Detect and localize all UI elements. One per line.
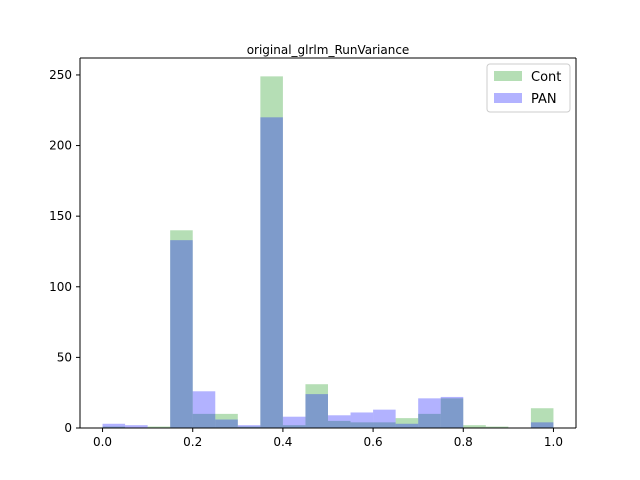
legend-label-pan: PAN xyxy=(531,92,557,107)
bar-pan-14 xyxy=(418,398,441,428)
bar-cont-11 xyxy=(350,422,374,428)
bar-cont-12 xyxy=(373,422,396,428)
legend-label-cont: Cont xyxy=(531,70,561,85)
y-tick-label: 150 xyxy=(49,209,72,223)
y-tick-label: 250 xyxy=(49,68,72,82)
bar-cont-13 xyxy=(395,418,419,428)
legend-swatch-cont xyxy=(494,71,522,81)
bar-cont-0 xyxy=(102,426,126,428)
x-tick-label: 0.4 xyxy=(273,435,292,449)
bar-cont-4 xyxy=(192,413,216,428)
bar-pan-1 xyxy=(125,425,148,428)
bar-cont-6 xyxy=(237,426,261,428)
bar-pan-3 xyxy=(170,240,193,428)
y-tick-label: 200 xyxy=(49,139,72,153)
x-tick-label: 0.8 xyxy=(454,435,473,449)
y-tick-label: 100 xyxy=(49,280,72,294)
bar-pan-11 xyxy=(350,412,374,428)
bar-pan-0 xyxy=(102,423,126,428)
bar-pan-5 xyxy=(215,419,238,428)
bar-cont-19 xyxy=(530,408,554,428)
bar-cont-2 xyxy=(147,426,171,428)
bar-pan-13 xyxy=(395,423,419,428)
x-tick-label: 0.6 xyxy=(364,435,383,449)
axes-group xyxy=(79,57,577,429)
bar-pan-19 xyxy=(530,422,554,428)
x-axis-ticks: 0.0 0.2 0.4 0.6 0.8 1.0 xyxy=(93,428,563,449)
bar-pan-9 xyxy=(305,394,328,428)
bar-pan-4 xyxy=(192,391,216,428)
bar-cont-8 xyxy=(282,425,306,428)
bar-cont-15 xyxy=(440,398,464,428)
bar-pan-12 xyxy=(373,409,396,428)
bar-cont-17 xyxy=(485,426,509,428)
bar-pan-8 xyxy=(282,416,306,428)
chart-title: original_glrlm_RunVariance xyxy=(247,43,410,57)
y-tick-label: 50 xyxy=(57,350,72,364)
x-tick-label: 0.0 xyxy=(93,435,112,449)
bar-cont-9 xyxy=(305,384,328,428)
bar-cont-14 xyxy=(418,413,441,428)
bar-pan-15 xyxy=(440,396,464,428)
bar-pan-10 xyxy=(328,415,351,428)
bar-pan-7 xyxy=(260,117,283,428)
bar-pan-6 xyxy=(237,425,261,428)
legend-swatch-pan xyxy=(494,93,522,103)
x-tick-label: 0.2 xyxy=(183,435,202,449)
legend: Cont PAN xyxy=(486,63,571,113)
bar-cont-5 xyxy=(215,413,238,428)
legend-box xyxy=(486,63,571,113)
bar-cont-16 xyxy=(463,425,486,428)
bar-cont-10 xyxy=(328,420,351,428)
y-tick-label: 0 xyxy=(64,421,72,435)
bar-cont-3 xyxy=(170,230,193,428)
y-axis-ticks: 0 50 100 150 200 250 xyxy=(49,68,80,435)
x-tick-label: 1.0 xyxy=(544,435,563,449)
bars-group xyxy=(102,76,554,429)
bar-cont-7 xyxy=(260,76,283,429)
